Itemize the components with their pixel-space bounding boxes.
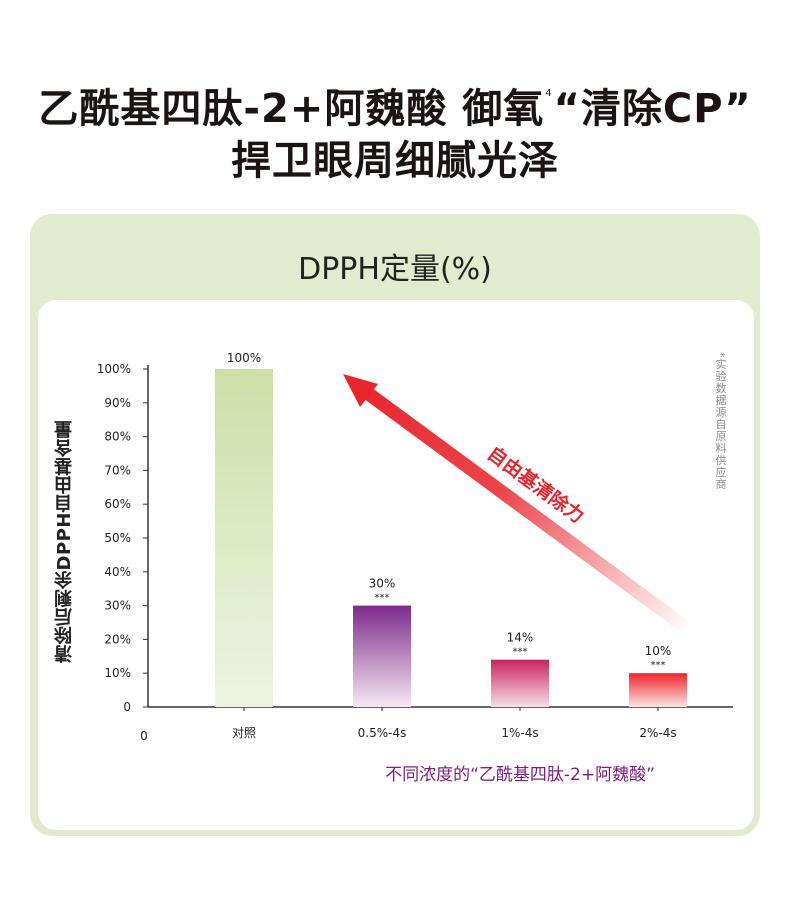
bar-1 [353,605,411,707]
x-tick-label: 2%-4s [639,726,676,740]
y-tick-label: 70% [104,463,131,477]
significance-label: *** [651,660,666,671]
bar-3 [629,673,687,707]
y-tick-label: 60% [104,497,131,511]
arrow-head [343,374,378,407]
y-axis-title: 清除后剩余DPPH自由基含量 [54,419,75,663]
chart-inner-card [38,300,754,830]
y-tick-label: 40% [104,565,131,579]
arrow-shaft [356,382,690,633]
footnote-marker: 4 [545,88,553,99]
bar-value-label: 14% [507,631,534,645]
bar-0 [215,369,273,707]
headline-line-1: 乙酰基四肽-2+阿魏酸 御氧4“清除CP” [0,76,790,134]
y-tick-label: 50% [104,531,131,545]
significance-label: *** [375,593,390,604]
bar-2 [491,659,549,707]
y-tick-label: 20% [104,632,131,646]
headline-line-2: 捍卫眼周细腻光泽 [231,138,559,184]
scavenging-arrow: 自由基清除力 [343,374,690,633]
y-tick-label: 90% [104,396,131,410]
headline-text-b: “清除CP” [553,86,752,132]
origin-label: 0 [140,729,148,743]
bar-value-label: 30% [369,577,396,591]
y-tick-label: 10% [104,666,131,680]
y-tick-label: 100% [97,362,131,376]
x-axis-footer-label: 不同浓度的“乙酰基四肽-2+阿魏酸” [385,765,655,785]
headline-text-a: 乙酰基四肽-2+阿魏酸 御氧 [38,86,545,132]
significance-label: *** [513,647,528,658]
y-tick-label: 80% [104,430,131,444]
x-tick-label: 1%-4s [501,726,538,740]
chart-heading: DPPH定量(%) [298,252,492,287]
x-tick-label: 对照 [232,726,256,740]
bar-value-label: 10% [645,644,672,658]
y-tick-label: 0 [123,700,131,714]
y-tick-label: 30% [104,599,131,613]
x-tick-label: 0.5%-4s [358,726,407,740]
data-source-note: *实验数据源自原料供应商 [714,352,727,491]
bar-value-label: 100% [227,351,261,365]
